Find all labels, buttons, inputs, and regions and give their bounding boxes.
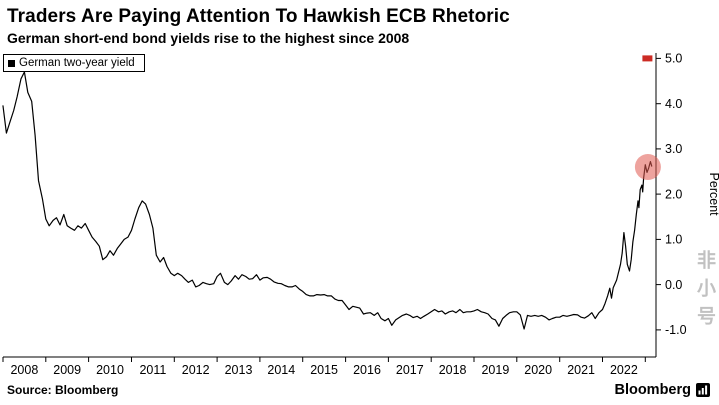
svg-text:-1.0: -1.0 (665, 323, 687, 337)
yield-chart: 5.0 4.0 3.0 2.0 1.0 0.0 -1.0 2008 2009 2010 2011 20… (2, 52, 719, 377)
svg-text:2016: 2016 (353, 363, 381, 377)
svg-text:2018: 2018 (439, 363, 467, 377)
bloomberg-brand: Bloomberg (614, 382, 710, 398)
svg-text:2013: 2013 (225, 363, 253, 377)
svg-text:2019: 2019 (481, 363, 509, 377)
svg-text:3.0: 3.0 (665, 142, 682, 156)
svg-text:4.0: 4.0 (665, 97, 682, 111)
svg-text:2014: 2014 (267, 363, 295, 377)
page-subtitle: German short-end bond yields rise to the… (7, 30, 410, 47)
svg-text:0.0: 0.0 (665, 278, 682, 292)
svg-text:2.0: 2.0 (665, 188, 682, 202)
legend-label: German two-year yield (19, 57, 135, 70)
page-title: Traders Are Paying Attention To Hawkish … (7, 6, 510, 27)
svg-text:2011: 2011 (139, 363, 166, 377)
svg-text:2008: 2008 (10, 363, 38, 377)
svg-text:2020: 2020 (524, 363, 552, 377)
svg-text:2022: 2022 (610, 363, 638, 377)
svg-text:2017: 2017 (396, 363, 424, 377)
footer: Source: Bloomberg Bloomberg (0, 379, 719, 404)
bloomberg-logo-icon (696, 383, 710, 398)
legend-box: German two-year yield (3, 54, 145, 73)
source-label: Source: Bloomberg (7, 383, 119, 398)
svg-text:2015: 2015 (310, 363, 338, 377)
svg-text:1.0: 1.0 (665, 233, 682, 247)
header: Traders Are Paying Attention To Hawkish … (0, 0, 719, 46)
svg-text:2012: 2012 (182, 363, 210, 377)
svg-text:2010: 2010 (96, 363, 124, 377)
svg-text:2009: 2009 (53, 363, 81, 377)
svg-text:2021: 2021 (567, 363, 595, 377)
svg-text:5.0: 5.0 (665, 52, 682, 66)
chart-area: 5.0 4.0 3.0 2.0 1.0 0.0 -1.0 2008 2009 2010 2011 20… (0, 47, 719, 379)
svg-text:Percent: Percent (707, 173, 719, 217)
bloomberg-wordmark: Bloomberg (614, 382, 691, 399)
legend-marker-icon (8, 59, 15, 67)
